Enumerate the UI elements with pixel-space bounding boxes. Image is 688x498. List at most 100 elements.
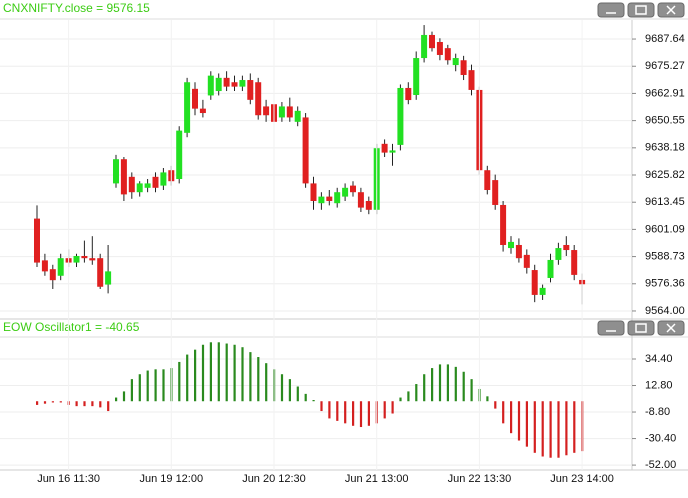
candle-body bbox=[452, 58, 459, 66]
candle-body bbox=[34, 218, 40, 263]
candle-body bbox=[286, 106, 293, 118]
candle-body bbox=[247, 80, 254, 100]
candle-body bbox=[555, 248, 562, 260]
y-tick-label: 9588.73 bbox=[645, 250, 685, 262]
bar bbox=[431, 368, 434, 402]
y-tick-label: 9650.55 bbox=[645, 115, 685, 127]
bar bbox=[280, 374, 284, 402]
candle-body bbox=[539, 287, 546, 295]
maximize-button[interactable] bbox=[627, 320, 655, 336]
bar bbox=[565, 401, 568, 456]
y-tick-label: 9675.27 bbox=[645, 60, 685, 72]
y-tick-label: 12.80 bbox=[645, 379, 673, 391]
bar bbox=[438, 364, 442, 402]
candle-body bbox=[429, 34, 435, 49]
window-buttons[interactable] bbox=[597, 2, 685, 18]
bar bbox=[344, 401, 347, 424]
bar bbox=[367, 401, 370, 426]
bar bbox=[423, 374, 426, 402]
x-tick-label: Jun 20 12:30 bbox=[242, 473, 306, 485]
minimize-button[interactable] bbox=[597, 320, 625, 336]
y-tick-label: 9687.64 bbox=[645, 33, 685, 45]
candle-body bbox=[97, 258, 104, 287]
bar bbox=[288, 379, 291, 402]
candle-body bbox=[136, 183, 143, 193]
icon bbox=[666, 323, 676, 333]
bar bbox=[399, 397, 402, 402]
candle-body bbox=[231, 82, 238, 87]
candle-body bbox=[342, 187, 349, 197]
candle-body bbox=[357, 192, 364, 208]
bar bbox=[517, 401, 521, 441]
candle-body bbox=[350, 185, 356, 193]
bar bbox=[454, 366, 457, 402]
bar bbox=[225, 343, 228, 402]
candle-body bbox=[571, 250, 578, 275]
x-tick-label: Jun 23 14:00 bbox=[550, 473, 614, 485]
candle-body bbox=[444, 48, 451, 61]
icon bbox=[666, 5, 676, 15]
candle-body bbox=[199, 108, 206, 114]
y-tick-label: 9601.09 bbox=[645, 223, 685, 235]
bar bbox=[130, 379, 133, 402]
window-buttons[interactable] bbox=[597, 320, 685, 336]
candle-body bbox=[113, 159, 119, 184]
candle-body bbox=[128, 176, 135, 193]
bar bbox=[241, 347, 244, 402]
bar bbox=[107, 401, 110, 412]
y-tick-label: 9613.45 bbox=[645, 196, 685, 208]
bar bbox=[265, 363, 268, 402]
candle-body bbox=[207, 75, 214, 96]
bar bbox=[249, 352, 252, 402]
bar bbox=[146, 370, 149, 402]
candle-body bbox=[381, 143, 388, 153]
candle-body bbox=[310, 183, 317, 201]
bar bbox=[36, 401, 39, 405]
bar bbox=[99, 401, 102, 408]
candle-body bbox=[263, 106, 270, 116]
candle-body bbox=[500, 204, 507, 245]
maximize-button[interactable] bbox=[627, 2, 655, 18]
candle-body bbox=[515, 244, 522, 259]
bar bbox=[525, 401, 528, 447]
candle-body bbox=[294, 110, 301, 122]
panel-title: EOW Oscillator1 = -40.65 bbox=[3, 320, 140, 334]
y-tick-label: -52.00 bbox=[645, 459, 676, 471]
candle-body bbox=[302, 117, 309, 184]
bar bbox=[257, 357, 260, 402]
candle-body bbox=[278, 106, 285, 118]
bar bbox=[502, 401, 505, 424]
y-tick-label: 9564.00 bbox=[645, 305, 685, 317]
bar bbox=[359, 401, 363, 428]
candle-body bbox=[413, 58, 420, 95]
y-tick-label: 9625.82 bbox=[645, 169, 685, 181]
bar bbox=[209, 342, 212, 402]
candle-body bbox=[81, 255, 88, 259]
y-tick-label: 9576.36 bbox=[645, 278, 685, 290]
minimize-button[interactable] bbox=[597, 2, 625, 18]
bar bbox=[407, 391, 410, 402]
bar bbox=[154, 369, 157, 402]
candle-body bbox=[89, 258, 96, 261]
panel-title: CNXNIFTY.close = 9576.15 bbox=[3, 1, 150, 15]
candle-body bbox=[421, 34, 428, 59]
candle-body bbox=[531, 270, 538, 295]
candle-body bbox=[176, 130, 183, 180]
bar bbox=[391, 401, 394, 414]
candle-body bbox=[184, 82, 191, 133]
bar bbox=[328, 401, 331, 419]
bar bbox=[541, 401, 544, 457]
candle-body bbox=[105, 271, 112, 285]
candle-body bbox=[547, 259, 554, 278]
candle-body bbox=[192, 88, 198, 109]
candle-body bbox=[326, 196, 333, 201]
bar bbox=[336, 401, 339, 421]
bar bbox=[470, 379, 473, 402]
y-tick-label: 9662.91 bbox=[645, 87, 685, 99]
candle-body bbox=[160, 172, 167, 186]
bar bbox=[533, 401, 536, 453]
y-tick-label: 9638.18 bbox=[645, 142, 685, 154]
candle-body bbox=[318, 196, 325, 204]
x-tick-label: Jun 21 13:00 bbox=[345, 473, 409, 485]
candle-body bbox=[334, 192, 341, 204]
